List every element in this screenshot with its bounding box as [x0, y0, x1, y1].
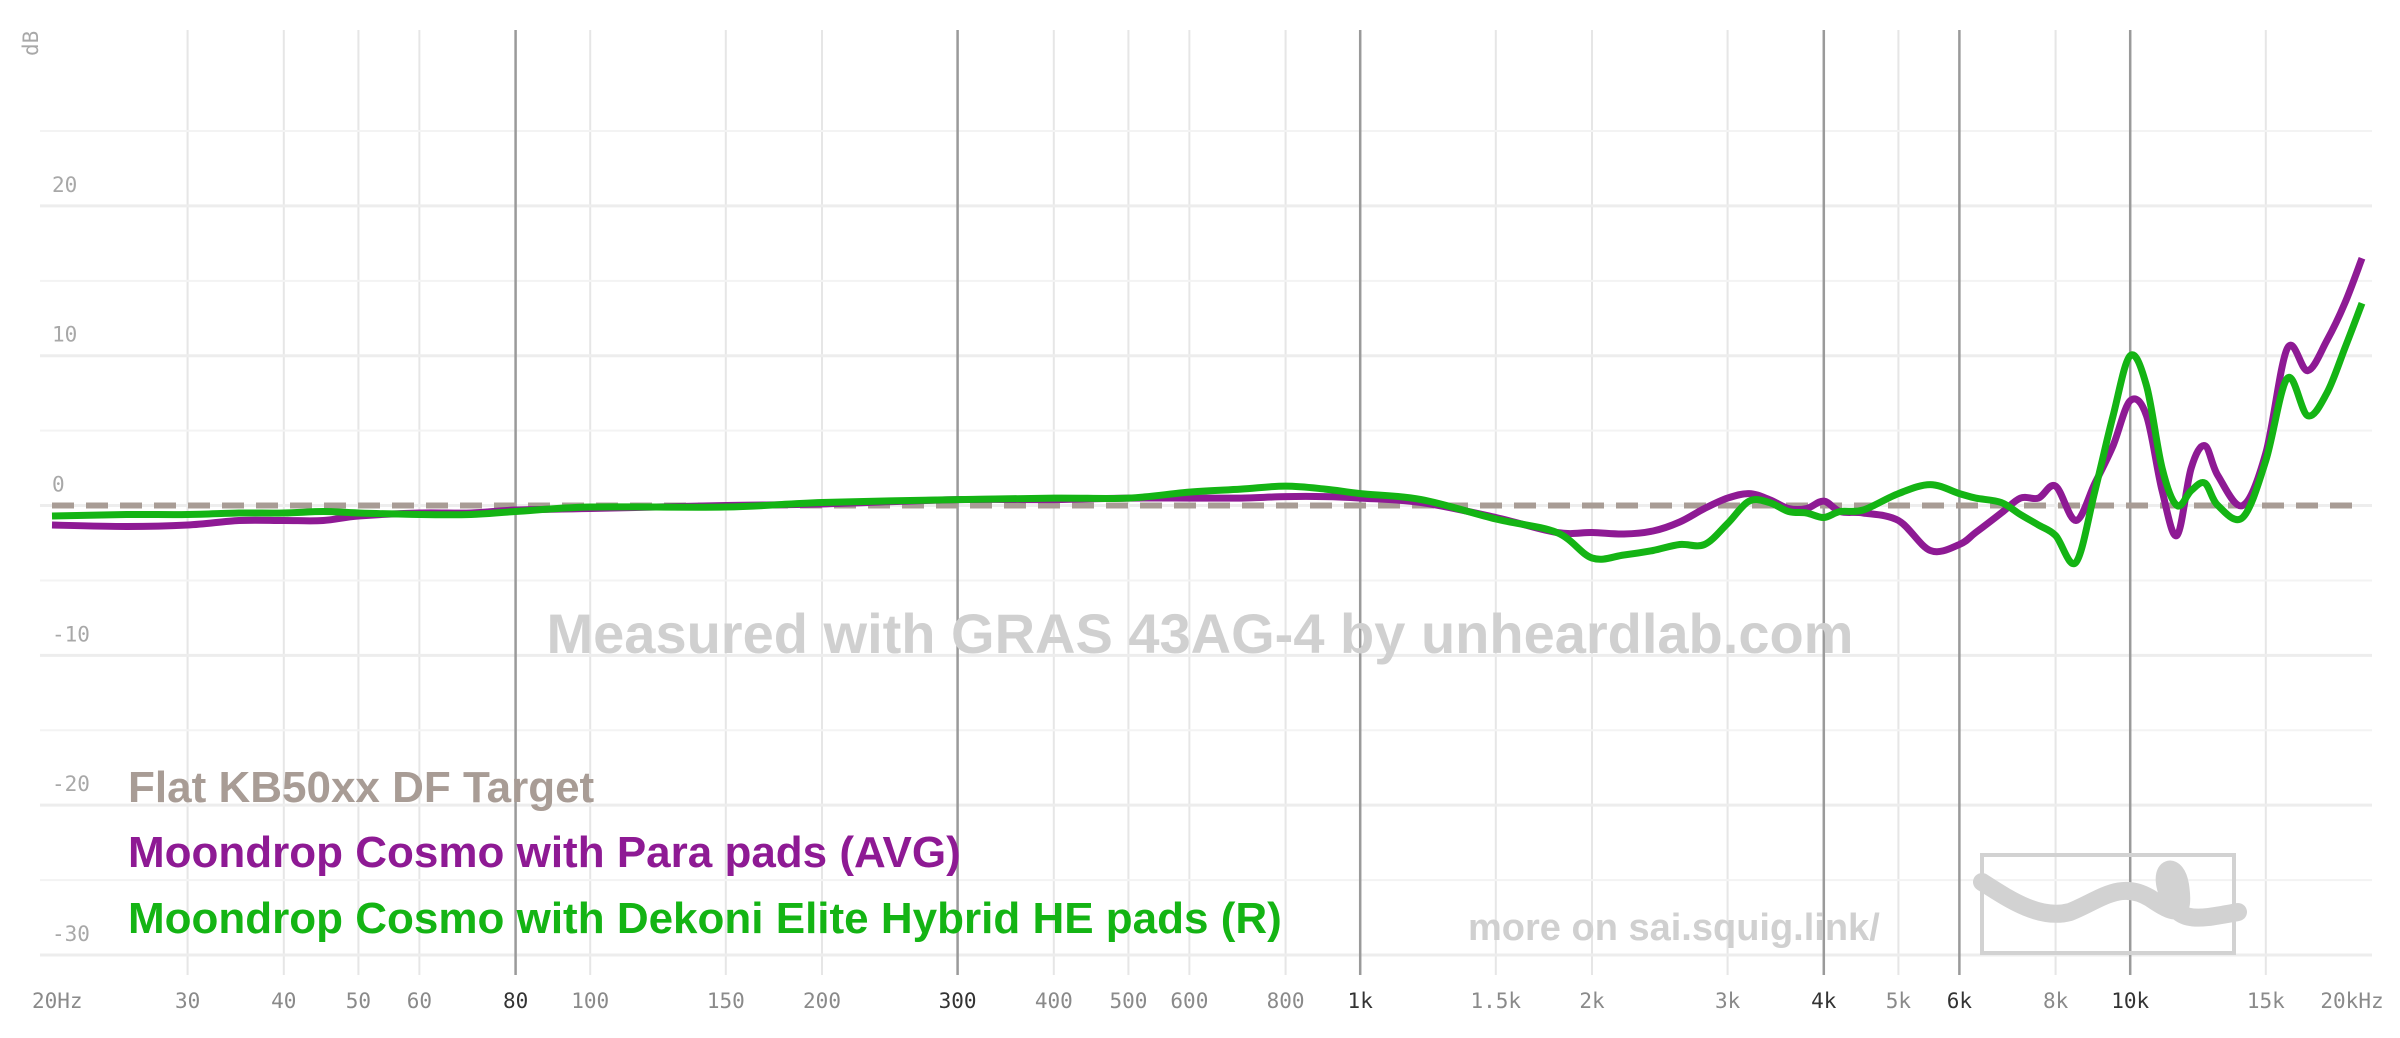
x-tick-label: 150 [707, 989, 745, 1013]
x-tick-label: 4k [1811, 989, 1837, 1013]
x-tick-label: 600 [1170, 989, 1208, 1013]
x-tick-label: 2k [1579, 989, 1605, 1013]
y-tick-label: -10 [52, 622, 90, 646]
x-tick-label: 20kHz [2320, 989, 2383, 1013]
squiglink-logo [1973, 853, 2247, 955]
x-tick-label: 100 [571, 989, 609, 1013]
x-tick-label: 15k [2247, 989, 2285, 1013]
x-tick-label: 10k [2111, 989, 2149, 1013]
legend-entry-dekoni-pads: Moondrop Cosmo with Dekoni Elite Hybrid … [128, 894, 1282, 943]
x-tick-label: 20Hz [32, 989, 83, 1013]
x-tick-label: 6k [1947, 989, 1973, 1013]
y-tick-label: 20 [52, 173, 77, 197]
x-tick-label: 500 [1109, 989, 1147, 1013]
watermark-measured: Measured with GRAS 43AG-4 by unheardlab.… [547, 602, 1854, 665]
x-tick-label: 8k [2043, 989, 2069, 1013]
watermark-link: more on sai.squig.link/ [1468, 907, 1880, 949]
legend: Flat KB50xx DF Target Moondrop Cosmo wit… [128, 763, 1282, 943]
legend-entry-para-pads: Moondrop Cosmo with Para pads (AVG) [128, 828, 961, 877]
y-tick-labels: 20 10 0 -10 -20 -30 [52, 173, 90, 946]
x-tick-label: 1.5k [1471, 989, 1522, 1013]
x-tick-label: 300 [939, 989, 977, 1013]
x-tick-label: 80 [503, 989, 528, 1013]
x-tick-label: 3k [1715, 989, 1741, 1013]
x-tick-label: 60 [407, 989, 432, 1013]
x-tick-label: 5k [1886, 989, 1912, 1013]
y-tick-label: 10 [52, 323, 77, 347]
x-tick-label: 800 [1267, 989, 1305, 1013]
y-tick-label: 0 [52, 473, 65, 497]
x-tick-label: 30 [175, 989, 200, 1013]
dekoni-pads-line [51, 302, 2366, 568]
series-layer [51, 257, 2366, 568]
y-axis-label: dB [19, 31, 43, 56]
x-tick-label: 200 [803, 989, 841, 1013]
x-tick-labels: 20Hz 30 40 50 60 80 100 150 200 300 400 500 600 800 1k… [32, 989, 2384, 1013]
x-tick-label: 40 [271, 989, 296, 1013]
y-tick-label: -30 [52, 922, 90, 946]
legend-entry-target: Flat KB50xx DF Target [128, 763, 595, 812]
x-tick-label: 400 [1035, 989, 1073, 1013]
x-tick-label: 50 [346, 989, 371, 1013]
x-tick-label: 1k [1348, 989, 1374, 1013]
y-tick-label: -20 [52, 772, 90, 796]
